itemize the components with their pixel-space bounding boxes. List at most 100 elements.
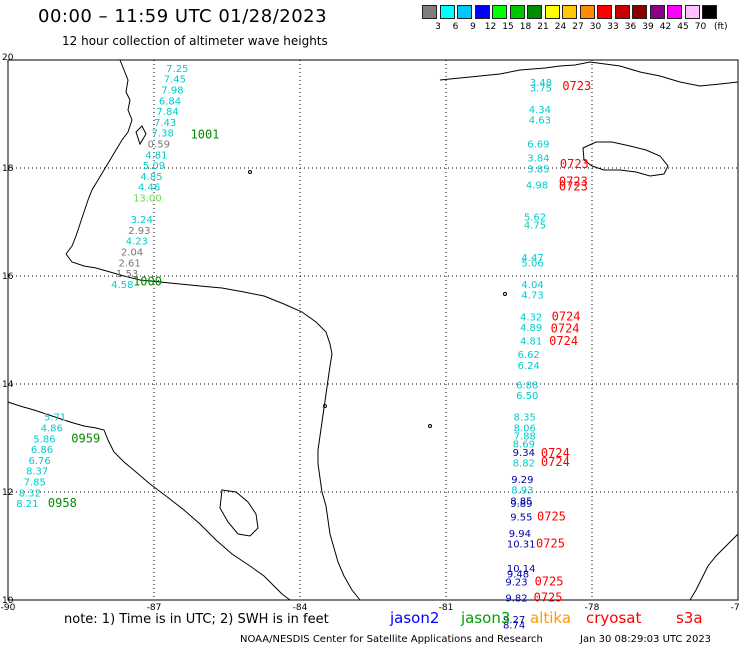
- wave-height-label: 5.86: [33, 434, 55, 445]
- wave-height-label: 7.98: [161, 85, 183, 96]
- cozumel: [135, 125, 147, 146]
- satellite-s3a: s3a: [676, 609, 703, 627]
- wave-height-label: 5.62: [524, 212, 546, 223]
- legend-label: 33: [607, 22, 619, 32]
- legend-label: 24: [554, 22, 567, 32]
- wave-height-label: 9.48: [507, 569, 529, 580]
- lon-tick-label: -78: [585, 603, 600, 613]
- lon-tick-label: -81: [439, 603, 454, 613]
- pass-time-label: 0958: [48, 496, 77, 510]
- pass-time-label: 0724: [549, 334, 578, 348]
- wave-height-label: 4.58: [111, 280, 133, 291]
- colombia-coast: [689, 533, 739, 601]
- lon-tick-label: -87: [147, 603, 162, 613]
- wave-height-label: 4.32: [520, 312, 542, 323]
- wave-height-label: 8.21: [16, 499, 38, 510]
- wave-height-label: 9.94: [509, 529, 531, 540]
- legend-label: 18: [519, 22, 532, 32]
- wave-height-label: 4.04: [521, 280, 543, 291]
- wave-height-label: 2.04: [121, 247, 143, 258]
- legend-swatch: [614, 5, 630, 19]
- wave-height-label: 4.85: [140, 172, 162, 183]
- legend-swatch: [439, 5, 455, 19]
- wave-height-label: 8.35: [514, 413, 536, 424]
- wave-height-label: 5.09: [143, 161, 165, 172]
- legend-label: 3: [435, 22, 441, 32]
- honduras-coast: [65, 253, 333, 355]
- legend-label: 39: [642, 22, 654, 32]
- wave-height-label: 8.06: [514, 424, 536, 435]
- wave-height-label: 6.69: [527, 139, 549, 150]
- legend-swatch: [684, 5, 700, 19]
- legend-swatch: [492, 5, 507, 19]
- wave-height-label: 3.75: [530, 83, 552, 94]
- pass-time-label: 0724: [552, 309, 581, 323]
- wave-height-label: 7.45: [164, 75, 186, 86]
- legend-unit: (ft): [714, 22, 728, 32]
- wave-height-label: 9.55: [510, 513, 532, 524]
- lat-tick-label: 10: [2, 596, 14, 606]
- legend-label: 42: [659, 22, 672, 32]
- wave-height-label: 9.89: [510, 499, 532, 510]
- cay: [323, 404, 327, 408]
- legend-swatch: [527, 5, 542, 19]
- wave-height-label: 3.85: [527, 164, 549, 175]
- wave-height-label: 6.24: [518, 361, 540, 372]
- legend-swatch: [544, 5, 560, 19]
- wave-height-label: 8.74: [503, 621, 525, 632]
- map-title: 00:00 – 11:59 UTC 01/28/2023: [38, 6, 328, 27]
- wave-height-label: 6.76: [28, 456, 50, 467]
- wave-height-label: 5.71: [44, 413, 66, 424]
- lake-nicaragua: [219, 489, 259, 537]
- wave-height-label: 9.27: [503, 615, 525, 626]
- wave-height-label: 4.89: [520, 323, 542, 334]
- legend-swatch: [562, 5, 577, 19]
- pass-time-label: 0723: [559, 174, 588, 188]
- legend-swatch: [509, 5, 525, 19]
- pass-time-label: 0725: [537, 510, 566, 524]
- cuba-coast: [439, 61, 739, 87]
- wave-height-label: 13.00: [133, 193, 162, 204]
- wave-height-label: 3.24: [131, 215, 153, 226]
- wave-height-label: 4.81: [145, 150, 167, 161]
- wave-height-label: 4.23: [126, 237, 148, 248]
- time-stamp-labels: 1001100009590958072307230723072307240724…: [48, 79, 591, 604]
- pass-time-label: 0725: [536, 537, 565, 551]
- pass-time-label: 0723: [562, 79, 591, 93]
- legend-swatch: [457, 5, 472, 19]
- legend-swatch: [632, 5, 647, 19]
- pass-time-label: 0959: [71, 431, 100, 445]
- observation-labels: 7.257.457.986.847.847.437.380.594.815.09…: [16, 64, 552, 632]
- lon-tick-label: -75: [731, 603, 740, 613]
- lat-tick-label: 16: [2, 272, 14, 282]
- cay: [248, 170, 252, 174]
- wave-height-label: 8.69: [513, 440, 535, 451]
- satellite-jason3: jason3: [461, 609, 511, 627]
- pass-time-label: 0723: [560, 157, 589, 171]
- wave-height-label: 9.34: [513, 448, 535, 459]
- wave-height-label: 4.47: [521, 253, 543, 264]
- legend-label: 12: [484, 22, 497, 32]
- pass-time-label: 0724: [541, 446, 570, 460]
- legend-swatch: [597, 5, 612, 19]
- wave-height-label: 8.93: [511, 486, 533, 497]
- legend-label: 36: [624, 22, 637, 32]
- wave-height-label: 7.85: [24, 478, 46, 489]
- wave-height-label: 5.06: [521, 258, 543, 269]
- lat-tick-label: 14: [2, 380, 14, 390]
- wave-height-label: 7.25: [166, 64, 188, 75]
- pass-time-label: 1001: [191, 127, 220, 141]
- mosquito-coast: [317, 353, 361, 601]
- wave-height-label: 3.84: [527, 154, 549, 165]
- wave-height-label: 10.31: [507, 540, 536, 551]
- wave-height-label: 4.46: [138, 183, 160, 194]
- wave-height-label: 7.84: [156, 107, 178, 118]
- wave-height-label: 1.53: [116, 269, 138, 280]
- wave-height-label: 3.48: [530, 78, 552, 89]
- wave-height-label: 2.93: [128, 226, 150, 237]
- wave-height-label: 8.37: [26, 467, 48, 478]
- wave-height-label: 4.34: [529, 105, 551, 116]
- wave-height-label: 4.63: [529, 116, 551, 127]
- legend-label: 27: [572, 22, 584, 32]
